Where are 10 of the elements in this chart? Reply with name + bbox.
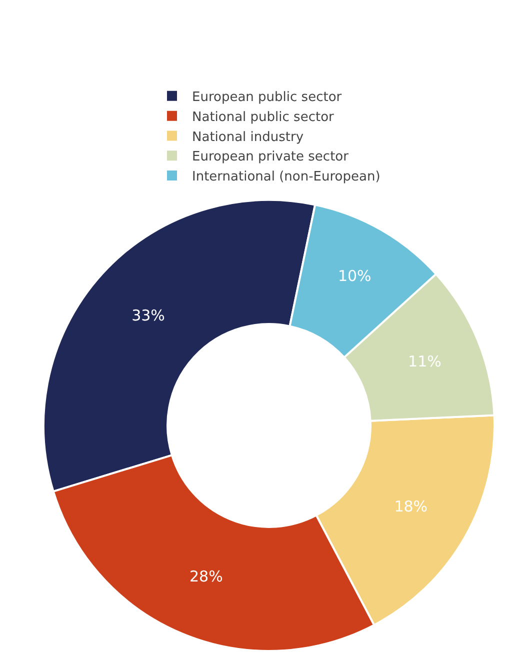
data-label: 33% — [132, 306, 165, 324]
legend-label: National industry — [192, 130, 304, 145]
legend-label: National public sector — [192, 110, 335, 125]
data-label: 18% — [394, 498, 428, 516]
legend-label: European private sector — [192, 150, 350, 165]
data-label: 10% — [338, 267, 372, 286]
legend-label: European public sector — [192, 90, 342, 105]
legend-label: International (non-European) — [192, 170, 380, 185]
data-label: 28% — [190, 567, 223, 586]
data-label: 11% — [408, 352, 442, 370]
